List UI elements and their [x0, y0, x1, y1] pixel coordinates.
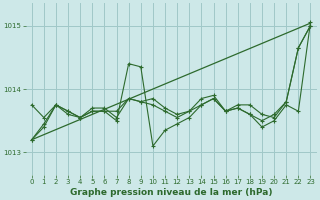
X-axis label: Graphe pression niveau de la mer (hPa): Graphe pression niveau de la mer (hPa): [70, 188, 272, 197]
